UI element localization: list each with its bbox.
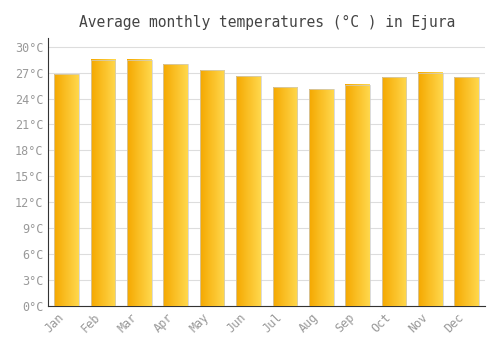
Bar xyxy=(200,70,224,306)
Bar xyxy=(236,76,261,306)
Bar xyxy=(164,64,188,306)
Bar xyxy=(90,60,116,306)
Bar xyxy=(54,75,79,306)
Bar xyxy=(272,88,297,306)
Bar xyxy=(346,85,370,306)
Bar xyxy=(454,77,479,306)
Bar xyxy=(418,73,443,306)
Title: Average monthly temperatures (°C ) in Ejura: Average monthly temperatures (°C ) in Ej… xyxy=(78,15,455,30)
Bar xyxy=(382,77,406,306)
Bar xyxy=(309,89,334,306)
Bar xyxy=(127,60,152,306)
